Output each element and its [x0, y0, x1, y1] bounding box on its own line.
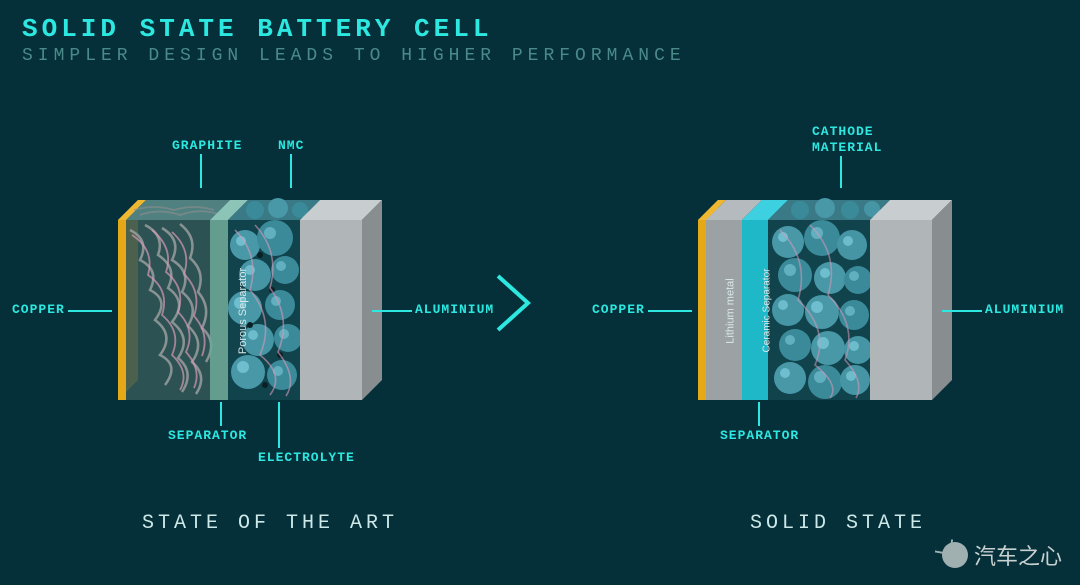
separator-label-right: SEPARATOR	[720, 428, 799, 443]
solid-state-cell: Lithium metal Ceramic Separator	[680, 160, 980, 440]
separator-line-right	[758, 402, 760, 426]
copper-label-right: COPPER	[592, 302, 645, 317]
left-caption: STATE OF THE ART	[142, 512, 398, 535]
aluminium-line-right	[942, 310, 982, 312]
left-cell-svg	[100, 160, 400, 440]
cathode-label: CATHODE MATERIAL	[812, 124, 882, 155]
electrolyte-line	[278, 402, 280, 448]
nmc-line	[290, 154, 292, 188]
copper-line-right	[648, 310, 692, 312]
arrow-icon	[490, 268, 540, 338]
page-title: SOLID STATE BATTERY CELL	[22, 14, 492, 44]
separator-line-left	[220, 402, 222, 426]
separator-label-left: SEPARATOR	[168, 428, 247, 443]
wechat-icon	[942, 542, 968, 568]
watermark: 汽车之心	[942, 539, 1062, 571]
cathode-line	[840, 156, 842, 188]
watermark-text: 汽车之心	[974, 539, 1062, 571]
aluminium-label-left: ALUMINIUM	[415, 302, 494, 317]
diagram-area: Porous Separator COPPER GRAPHITE NMC ALU…	[0, 120, 1080, 500]
nmc-label: NMC	[278, 138, 304, 153]
lithium-metal-label: Lithium metal	[725, 278, 737, 343]
page-subtitle: SIMPLER DESIGN LEADS TO HIGHER PERFORMAN…	[22, 46, 686, 66]
porous-separator-label: Porous Separator	[237, 268, 249, 354]
electrolyte-label: ELECTROLYTE	[258, 450, 355, 465]
copper-line-left	[68, 310, 112, 312]
graphite-label: GRAPHITE	[172, 138, 242, 153]
aluminium-line-left	[372, 310, 412, 312]
copper-label-left: COPPER	[12, 302, 65, 317]
state-of-art-cell: Porous Separator	[100, 160, 400, 440]
ceramic-separator-label: Ceramic Separator	[761, 269, 772, 353]
aluminium-label-right: ALUMINIUM	[985, 302, 1064, 317]
graphite-line	[200, 154, 202, 188]
right-caption: SOLID STATE	[750, 512, 926, 535]
